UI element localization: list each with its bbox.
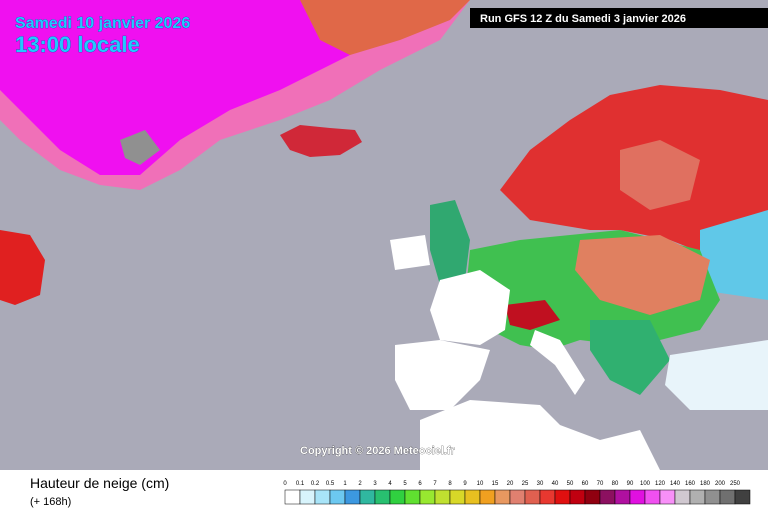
legend-subtitle: (+ 168h) (30, 496, 71, 508)
legend-label: 160 (685, 481, 696, 487)
legend-label: 4 (388, 481, 392, 487)
legend-swatch (659, 489, 676, 505)
legend-swatch (689, 489, 706, 505)
legend-label: 140 (670, 481, 681, 487)
legend-swatch (629, 489, 646, 505)
legend-label: 200 (715, 481, 726, 487)
finland-south (620, 140, 700, 210)
legend-label: 120 (655, 481, 666, 487)
legend-label: 50 (567, 481, 574, 487)
legend-swatch (479, 489, 496, 505)
france (430, 270, 510, 345)
legend-label: 9 (463, 481, 467, 487)
legend-title: Hauteur de neige (cm) (30, 475, 169, 491)
legend-swatch (599, 489, 616, 505)
legend-swatch (374, 489, 391, 505)
legend-swatch (614, 489, 631, 505)
legend-label: 5 (403, 481, 407, 487)
legend-label: 6 (418, 481, 422, 487)
legend-label: 7 (433, 481, 437, 487)
greenland-east (300, 0, 470, 55)
legend-label: 60 (582, 481, 589, 487)
legend-label: 0 (283, 481, 287, 487)
legend-swatch (464, 489, 481, 505)
forecast-date: Samedi 10 janvier 2026 (15, 15, 190, 32)
legend-label: 90 (627, 481, 634, 487)
legend-label: 80 (612, 481, 619, 487)
legend-label: 70 (597, 481, 604, 487)
legend-label: 15 (492, 481, 499, 487)
balkans (590, 320, 670, 395)
legend-swatch (419, 489, 436, 505)
legend-swatch (674, 489, 691, 505)
greenland-peak (120, 130, 160, 165)
greenland (0, 0, 430, 175)
alps (505, 300, 560, 330)
legend-swatch (734, 489, 751, 505)
iberia (395, 340, 490, 410)
north-africa (420, 400, 660, 470)
turkey (665, 340, 768, 410)
legend-swatch (344, 489, 361, 505)
central-europe (575, 235, 710, 315)
legend-swatch (494, 489, 511, 505)
legend-swatch (719, 489, 736, 505)
legend-swatch (359, 489, 376, 505)
legend-swatch (434, 489, 451, 505)
forecast-time: 13:00 locale (15, 32, 140, 57)
legend-label: 2 (358, 481, 362, 487)
run-info: Run GFS 12 Z du Samedi 3 janvier 2026 (480, 13, 686, 25)
legend-label: 0.5 (326, 481, 335, 487)
legend-label: 3 (373, 481, 377, 487)
legend-swatch (389, 489, 406, 505)
legend-label: 250 (730, 481, 741, 487)
legend-label: 180 (700, 481, 711, 487)
iceland (280, 125, 362, 157)
legend-swatch (554, 489, 571, 505)
legend-swatch (509, 489, 526, 505)
legend-swatch (524, 489, 541, 505)
legend-label: 8 (448, 481, 452, 487)
legend-label: 20 (507, 481, 514, 487)
copyright: Copyright © 2026 Meteociel.fr (300, 445, 456, 457)
legend-label: 25 (522, 481, 529, 487)
legend-label: 30 (537, 481, 544, 487)
legend-swatch (569, 489, 586, 505)
legend-swatch (284, 489, 301, 505)
legend-label: 100 (640, 481, 651, 487)
legend-swatch (314, 489, 331, 505)
labrador (0, 230, 45, 305)
britain (430, 200, 470, 285)
legend-label: 1 (343, 481, 347, 487)
legend-label: 0.2 (311, 481, 320, 487)
ireland (390, 235, 430, 270)
legend-swatch (704, 489, 721, 505)
legend-label: 10 (477, 481, 484, 487)
run-banner (470, 8, 768, 28)
legend-swatch (404, 489, 421, 505)
legend-swatch (539, 489, 556, 505)
russia-south (700, 210, 768, 300)
legend-swatch (329, 489, 346, 505)
legend-swatch (644, 489, 661, 505)
legend-swatch (299, 489, 316, 505)
legend-label: 40 (552, 481, 559, 487)
italy (530, 330, 585, 395)
legend-swatch (449, 489, 466, 505)
legend-swatch (584, 489, 601, 505)
legend-label: 0.1 (296, 481, 305, 487)
